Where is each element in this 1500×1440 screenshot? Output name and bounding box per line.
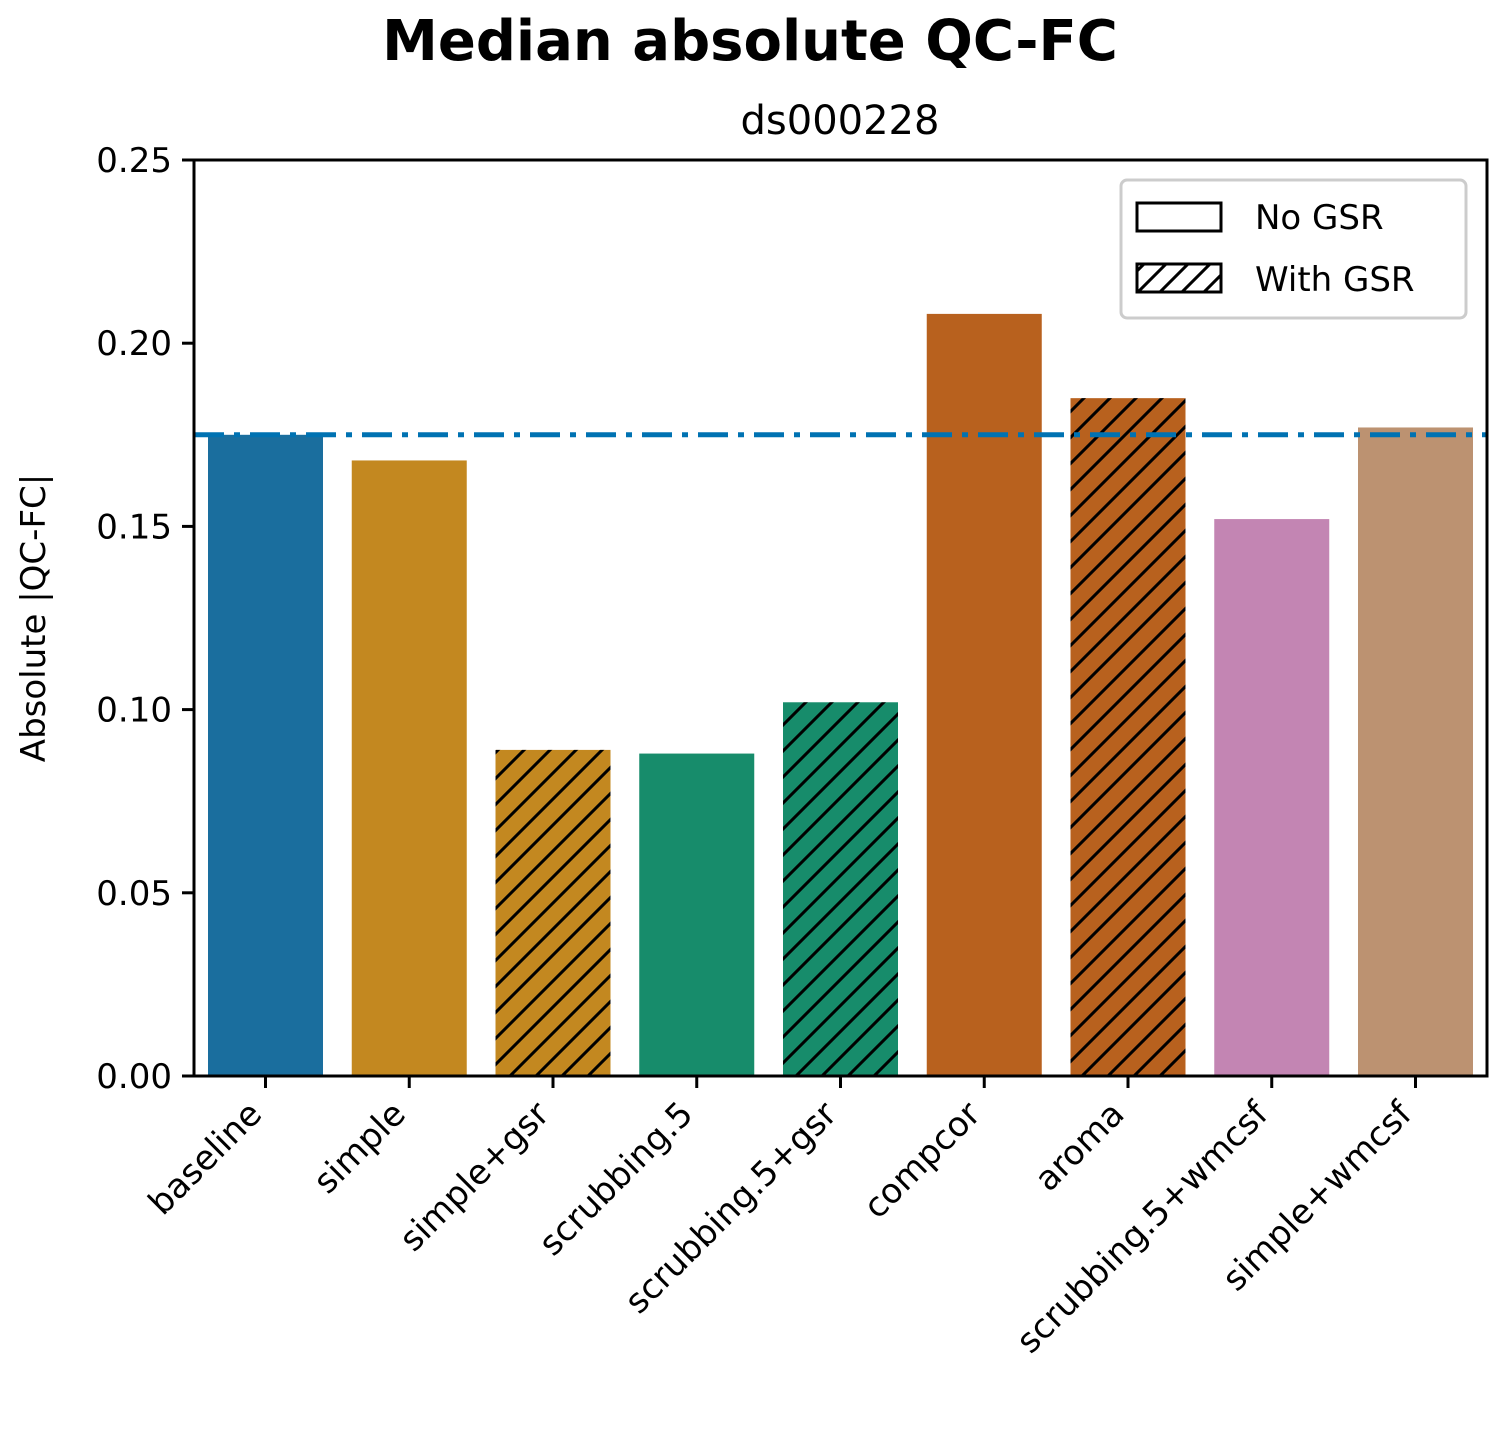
bar-scrubbing-5-wmcsf [1214, 519, 1330, 1076]
x-axis-ticks: baseline simplesimple+gsrscrubbing.5scrub… [141, 1076, 1421, 1361]
y-tick-label: 0.10 [96, 691, 172, 731]
x-tick-label: baseline [141, 1094, 270, 1223]
bar-hatch-simple-gsr [495, 749, 611, 1076]
y-tick-label: 0.25 [96, 141, 172, 181]
y-tick-label: 0.05 [96, 874, 172, 914]
bar-hatch-aroma [1070, 398, 1186, 1076]
y-axis-ticks: 0.00 0.05 0.10 0.15 0.20 0.25 [96, 141, 194, 1097]
bar-hatch-scrubbing-5-gsr [783, 702, 898, 1076]
legend-label-with-gsr: With GSR [1255, 260, 1415, 300]
legend-swatch-with-gsr [1135, 262, 1223, 294]
bar-compcor [926, 313, 1042, 1076]
x-tick-label: aroma [1027, 1094, 1132, 1199]
bars-group [208, 313, 1473, 1076]
y-axis-label: Absolute |QC-FC| [14, 474, 54, 762]
y-tick-label: 0.00 [96, 1057, 172, 1097]
bar-simple [351, 460, 467, 1076]
legend-swatch-no-gsr [1135, 201, 1223, 233]
chart-subtitle: ds000228 [741, 98, 940, 144]
bar-scrubbing-5 [639, 753, 755, 1076]
bar-baseline [208, 434, 323, 1076]
x-tick-label: compcor [856, 1094, 989, 1227]
bar-simple-wmcsf [1358, 427, 1473, 1076]
y-tick-label: 0.20 [96, 324, 172, 364]
x-tick-label: scrubbing.5+wmcsf [1009, 1093, 1277, 1361]
x-tick-label: simple [306, 1094, 414, 1202]
legend: No GSR With GSR [1119, 178, 1468, 320]
y-tick-label: 0.15 [96, 507, 172, 547]
chart-title: Median absolute QC-FC [382, 9, 1118, 74]
legend-label-no-gsr: No GSR [1255, 198, 1384, 238]
